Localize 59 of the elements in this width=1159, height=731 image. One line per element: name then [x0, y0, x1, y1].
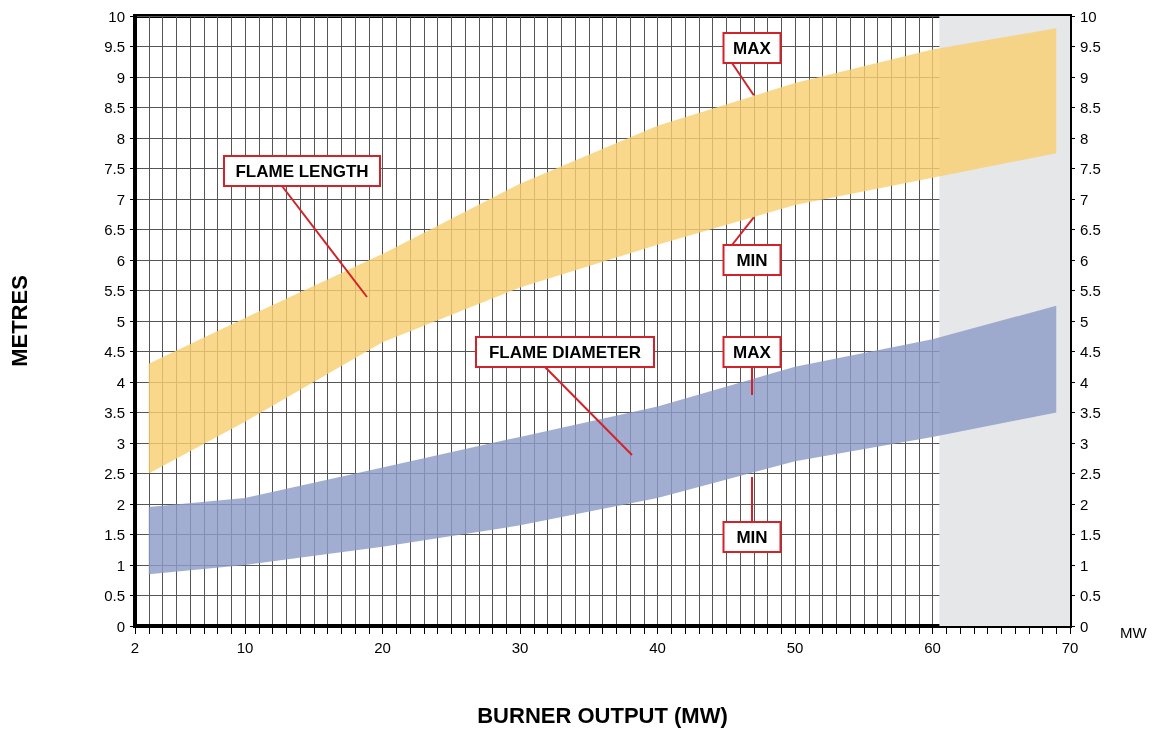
- y-tick-label: 3.5: [104, 404, 125, 421]
- y2-tick-label: 5.5: [1080, 282, 1101, 299]
- annotation: MIN: [736, 527, 768, 547]
- y2-tick-label: 10: [1080, 7, 1097, 25]
- y-tick-label: 4: [116, 373, 125, 391]
- annotation: MAX: [733, 38, 772, 58]
- y2-tick-label: 8: [1080, 129, 1089, 147]
- x-tick-label: 40: [649, 639, 666, 656]
- y2-tick-label: 7.5: [1080, 160, 1101, 177]
- y-tick-label: 8: [116, 129, 125, 147]
- y2-tick-label: 7: [1080, 190, 1089, 208]
- y2-tick-label: 4.5: [1080, 343, 1101, 360]
- x-tick-label: 60: [924, 639, 941, 656]
- y2-tick-label: 3.5: [1080, 404, 1101, 421]
- y-tick-label: 7: [116, 190, 125, 208]
- annotation: MIN: [736, 250, 768, 270]
- y-tick-label: 2.5: [104, 465, 125, 482]
- x-axis-title: BURNER OUTPUT (MW): [477, 702, 728, 728]
- annotation: MAX: [733, 342, 772, 362]
- y-tick-label: 7.5: [104, 160, 125, 177]
- y-tick-label: 10: [108, 7, 125, 25]
- y2-tick-label: 2: [1080, 495, 1089, 513]
- x-tick-label: 30: [511, 639, 529, 656]
- y2-tick-label: 0.5: [1080, 587, 1101, 604]
- y2-tick-label: 6: [1080, 251, 1089, 269]
- y-tick-label: 1: [116, 556, 125, 574]
- y-tick-label: 3: [116, 434, 125, 452]
- y2-tick-label: 5: [1080, 312, 1089, 330]
- x-tick-label: 50: [786, 639, 804, 656]
- y2-tick-label: 3: [1080, 434, 1089, 452]
- y2-tick-label: 1: [1080, 556, 1089, 574]
- y2-tick-label: 2.5: [1080, 465, 1101, 482]
- y-tick-label: 0.5: [104, 587, 125, 604]
- y-tick-label: 6: [116, 251, 125, 269]
- y2-tick-label: 4: [1080, 373, 1089, 391]
- y-tick-label: 5.5: [104, 282, 125, 299]
- y2-tick-label: 8.5: [1080, 99, 1101, 116]
- y-tick-label: 9: [116, 68, 125, 86]
- y-tick-label: 2: [116, 495, 125, 513]
- y2-tick-label: 9.5: [1080, 38, 1101, 55]
- x-tick-label: 2: [130, 639, 140, 656]
- x-tick-label: 10: [236, 639, 254, 656]
- x-tick-label: 20: [374, 639, 391, 656]
- y-axis-title: METRES: [6, 275, 32, 367]
- x-tick-label: 70: [1061, 639, 1079, 656]
- y-tick-label: 8.5: [104, 99, 125, 116]
- y-tick-label: 4.5: [104, 343, 125, 360]
- y2-tick-label: 0: [1080, 617, 1089, 635]
- y-tick-label: 9.5: [104, 38, 125, 55]
- y2-tick-label: 1.5: [1080, 526, 1101, 543]
- y-tick-label: 1.5: [104, 526, 125, 543]
- y-tick-label: 5: [116, 312, 125, 330]
- y2-tick-label: 6.5: [1080, 221, 1101, 238]
- y-tick-label: 0: [116, 617, 125, 635]
- y2-tick-label: 9: [1080, 68, 1089, 86]
- annotation: FLAME DIAMETER: [488, 342, 642, 362]
- annotation: FLAME LENGTH: [235, 161, 369, 181]
- y-tick-label: 6.5: [104, 221, 125, 238]
- text: MW: [1120, 623, 1148, 641]
